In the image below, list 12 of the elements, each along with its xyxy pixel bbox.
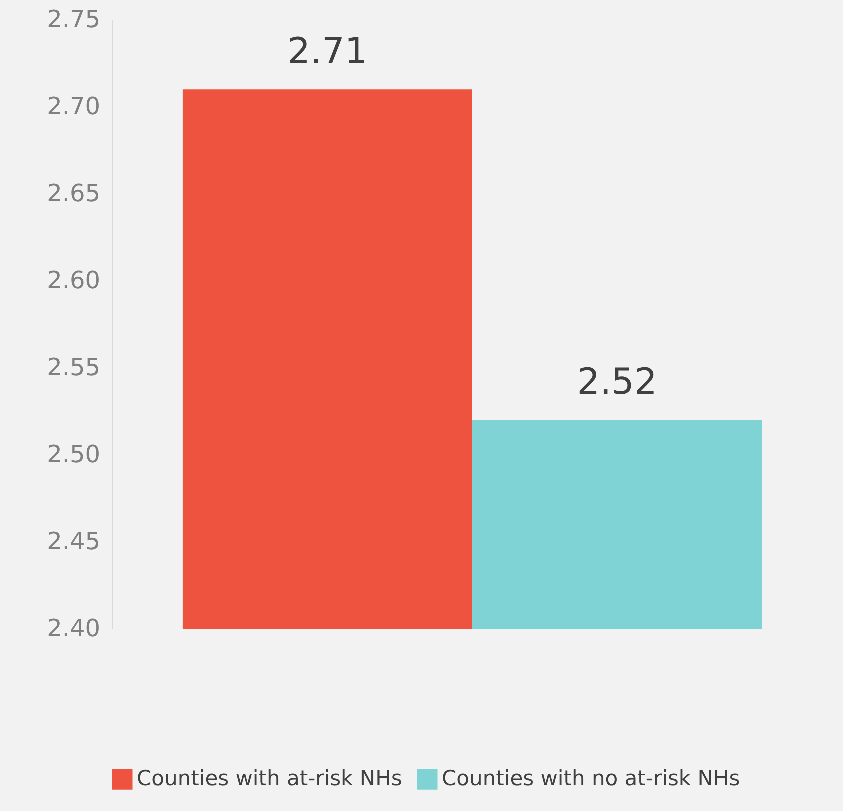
y-tick-label: 2.60 [47, 266, 100, 294]
y-tick-label: 2.65 [47, 180, 100, 208]
data-label: 2.71 [288, 32, 368, 73]
y-tick-label: 2.70 [47, 92, 100, 120]
data-label: 2.52 [577, 362, 658, 404]
y-tick-label: 2.55 [47, 354, 100, 382]
legend-label: Counties with no at-risk NHs [442, 766, 740, 791]
legend-label: Counties with at-risk NHs [137, 766, 402, 791]
y-tick-label: 2.75 [47, 6, 100, 34]
y-tick-label: 2.50 [47, 440, 100, 468]
y-tick-label: 2.40 [47, 614, 100, 642]
y-tick-label: 2.45 [47, 528, 100, 556]
